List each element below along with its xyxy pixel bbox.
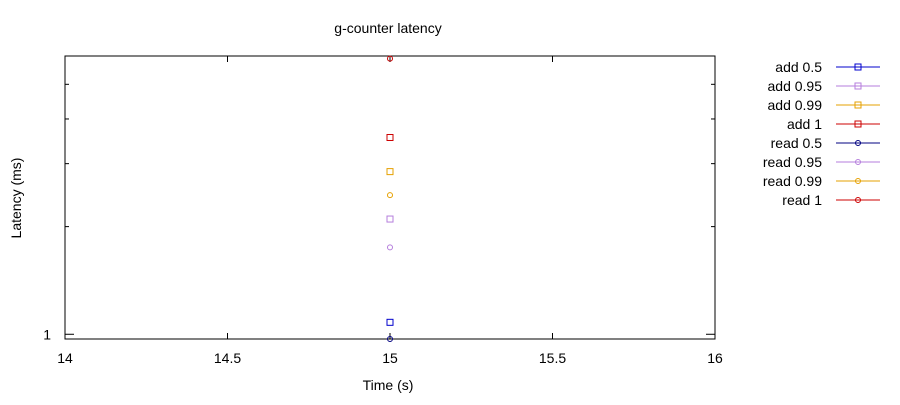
legend-marker — [854, 101, 862, 109]
y-axis-label: Latency (ms) — [8, 158, 24, 239]
legend-label: add 0.5 — [775, 59, 822, 75]
x-tick-label: 16 — [707, 350, 723, 366]
x-axis-label: Time (s) — [363, 377, 414, 393]
legend-entry: read 0.95 — [763, 154, 880, 170]
legend: add 0.5 add 0.95 add 0.99 add 1 read 0.5 read… — [763, 59, 880, 208]
legend-marker — [854, 63, 862, 71]
legend-label: read 1 — [782, 192, 822, 208]
legend-entry: add 1 — [787, 116, 880, 132]
data-points — [386, 55, 394, 342]
legend-entry: add 0.5 — [775, 59, 880, 75]
x-tick-label: 14.5 — [214, 350, 241, 366]
data-point — [387, 55, 393, 62]
x-tick-label: 15 — [382, 350, 398, 366]
y-tick-label: 1 — [43, 326, 51, 342]
legend-label: add 0.95 — [768, 78, 823, 94]
legend-marker — [855, 140, 861, 146]
x-tick-label: 14 — [57, 350, 73, 366]
data-point — [387, 192, 393, 199]
data-point — [386, 318, 394, 326]
legend-entry: read 1 — [782, 192, 880, 208]
legend-label: read 0.5 — [771, 135, 823, 151]
legend-marker — [855, 159, 861, 165]
data-point — [387, 336, 393, 342]
legend-marker — [854, 82, 862, 90]
data-point — [386, 134, 394, 142]
x-axis: 14 14.5 15 15.5 16 — [57, 56, 723, 366]
data-point — [387, 244, 393, 251]
legend-marker — [854, 120, 862, 128]
legend-entry: add 0.99 — [768, 97, 880, 113]
legend-marker — [855, 178, 861, 184]
legend-marker — [855, 197, 861, 203]
x-tick-label: 15.5 — [539, 350, 566, 366]
legend-entry: read 0.99 — [763, 173, 880, 189]
legend-label: read 0.99 — [763, 173, 822, 189]
legend-entry: read 0.5 — [771, 135, 880, 151]
legend-entry: add 0.95 — [768, 78, 880, 94]
data-point — [386, 215, 394, 223]
chart-title: g-counter latency — [334, 20, 441, 36]
data-point — [386, 168, 394, 176]
legend-label: read 0.95 — [763, 154, 822, 170]
legend-label: add 0.99 — [768, 97, 823, 113]
y-axis: 1 — [43, 83, 715, 342]
legend-label: add 1 — [787, 116, 822, 132]
